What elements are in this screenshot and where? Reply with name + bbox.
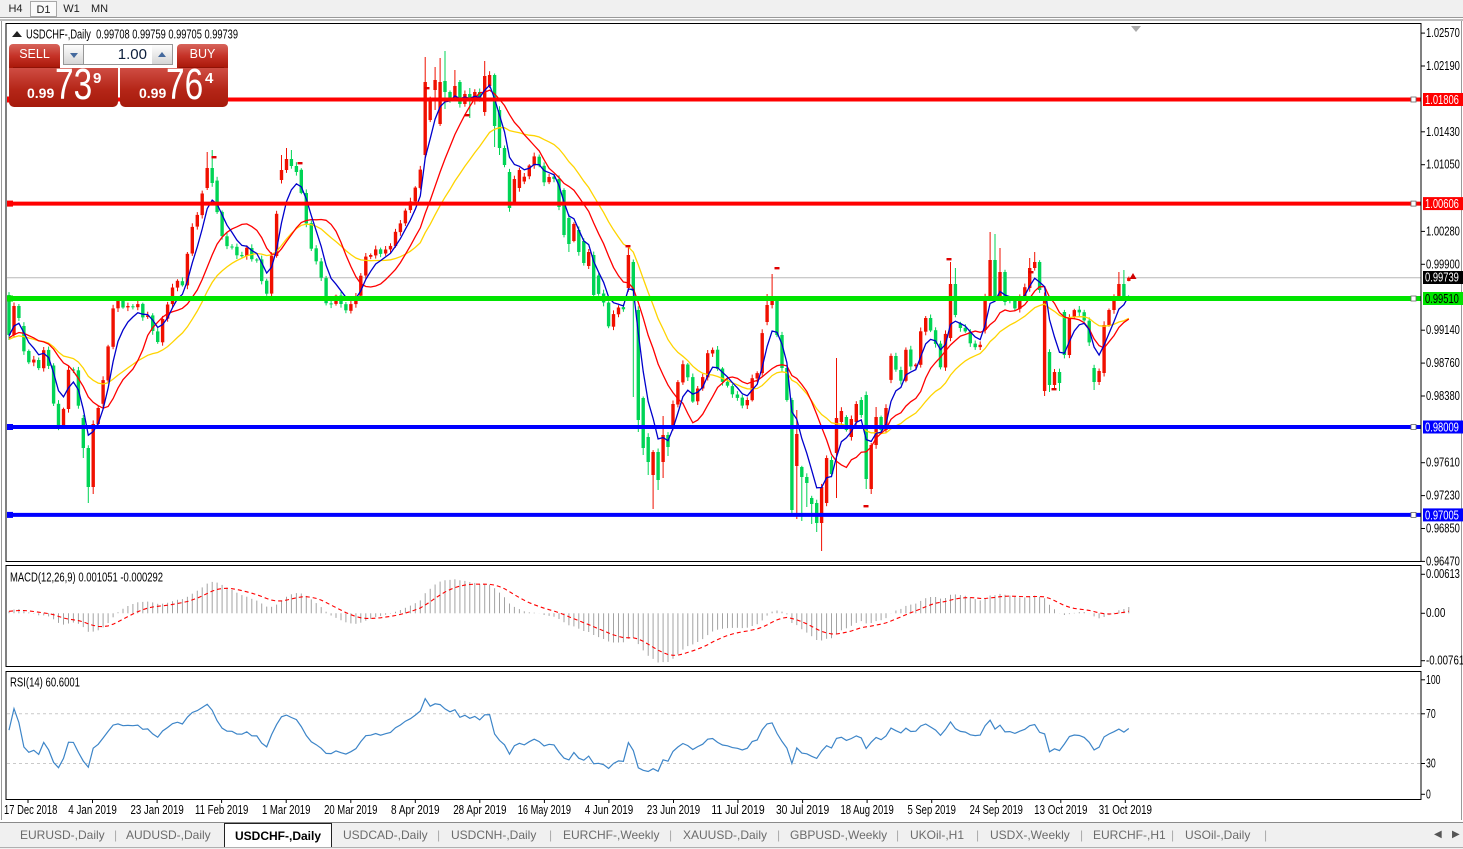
svg-text:1.01050: 1.01050 bbox=[1426, 157, 1460, 172]
svg-text:0: 0 bbox=[1426, 787, 1431, 802]
svg-text:30 Jul 2019: 30 Jul 2019 bbox=[776, 802, 829, 817]
svg-text:23 Jan 2019: 23 Jan 2019 bbox=[130, 802, 183, 817]
svg-text:31 Oct 2019: 31 Oct 2019 bbox=[1099, 802, 1152, 817]
svg-text:0.98380: 0.98380 bbox=[1426, 388, 1460, 403]
svg-text:MACD(12,26,9) 0.001051 -0.0002: MACD(12,26,9) 0.001051 -0.000292 bbox=[10, 570, 163, 585]
svg-text:1 Mar 2019: 1 Mar 2019 bbox=[262, 802, 311, 817]
svg-text:0.00613: 0.00613 bbox=[1426, 566, 1460, 581]
svg-text:0.96850: 0.96850 bbox=[1426, 521, 1460, 536]
svg-text:0.97610: 0.97610 bbox=[1426, 455, 1460, 470]
svg-text:1.02190: 1.02190 bbox=[1426, 58, 1460, 73]
svg-text:0.97230: 0.97230 bbox=[1426, 488, 1460, 503]
svg-text:8 Apr 2019: 8 Apr 2019 bbox=[391, 802, 440, 817]
svg-text:30: 30 bbox=[1426, 756, 1436, 771]
svg-text:1.01430: 1.01430 bbox=[1426, 124, 1460, 139]
svg-text:-0.007612: -0.007612 bbox=[1426, 653, 1463, 668]
svg-text:23 Jun 2019: 23 Jun 2019 bbox=[647, 802, 700, 817]
svg-text:11 Feb 2019: 11 Feb 2019 bbox=[195, 802, 248, 817]
svg-text:1.01806: 1.01806 bbox=[1425, 92, 1459, 107]
svg-text:100: 100 bbox=[1426, 672, 1441, 687]
svg-text:RSI(14) 60.6001: RSI(14) 60.6001 bbox=[10, 675, 80, 690]
svg-text:0.00: 0.00 bbox=[1426, 605, 1445, 620]
svg-text:13 Oct 2019: 13 Oct 2019 bbox=[1034, 802, 1087, 817]
svg-text:28 Apr 2019: 28 Apr 2019 bbox=[453, 802, 506, 817]
svg-text:0.99140: 0.99140 bbox=[1426, 322, 1460, 337]
svg-text:24 Sep 2019: 24 Sep 2019 bbox=[970, 802, 1023, 817]
svg-text:5 Sep 2019: 5 Sep 2019 bbox=[907, 802, 956, 817]
svg-text:0.99510: 0.99510 bbox=[1425, 291, 1459, 306]
svg-text:1.00606: 1.00606 bbox=[1425, 196, 1459, 211]
svg-text:0.98760: 0.98760 bbox=[1426, 355, 1460, 370]
svg-text:1.02570: 1.02570 bbox=[1426, 25, 1460, 40]
svg-text:4 Jun 2019: 4 Jun 2019 bbox=[585, 802, 634, 817]
svg-text:0.98009: 0.98009 bbox=[1425, 420, 1459, 435]
svg-text:0.99739: 0.99739 bbox=[1425, 270, 1459, 285]
svg-text:0.99900: 0.99900 bbox=[1426, 256, 1460, 271]
svg-text:18 Aug 2019: 18 Aug 2019 bbox=[841, 802, 894, 817]
svg-text:USDCHF-,Daily 0.99708 0.99759: USDCHF-,Daily 0.99708 0.99759 0.99705 0.… bbox=[26, 27, 238, 42]
svg-text:1.00280: 1.00280 bbox=[1426, 223, 1460, 238]
svg-text:11 Jul 2019: 11 Jul 2019 bbox=[711, 802, 764, 817]
svg-text:0.96470: 0.96470 bbox=[1426, 553, 1460, 568]
svg-text:0.97005: 0.97005 bbox=[1425, 507, 1459, 522]
svg-text:20 Mar 2019: 20 Mar 2019 bbox=[324, 802, 377, 817]
svg-text:70: 70 bbox=[1426, 706, 1436, 721]
svg-text:4 Jan 2019: 4 Jan 2019 bbox=[68, 802, 117, 817]
svg-text:16 May 2019: 16 May 2019 bbox=[518, 802, 571, 817]
svg-text:17 Dec 2018: 17 Dec 2018 bbox=[4, 802, 57, 817]
